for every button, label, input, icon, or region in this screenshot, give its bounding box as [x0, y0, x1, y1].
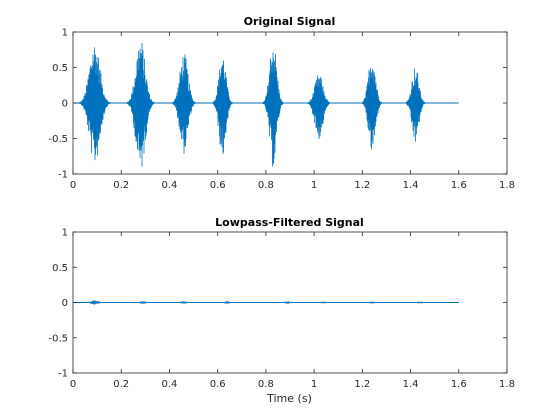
- y-axis: -1 -0.5 0 0.5 1: [48, 28, 507, 181]
- x-tick-label: 1.8: [499, 180, 515, 191]
- y-tick-label: 0: [62, 298, 68, 309]
- y-tick-label: 0.5: [52, 263, 68, 274]
- x-tick-label: 0.2: [113, 379, 129, 390]
- x-tick-label: 1: [311, 379, 317, 390]
- series-waveform: [73, 43, 459, 167]
- y-tick-label: 0.5: [52, 63, 68, 74]
- x-tick-label: 1.4: [403, 379, 419, 390]
- x-axis: 0 0.2 0.4 0.6 0.8 1 1.2 1.4 1.6 1.8: [70, 32, 515, 191]
- x-tick-label: 0.6: [210, 379, 226, 390]
- chart-title: Original Signal: [244, 15, 336, 28]
- y-tick-label: -0.5: [48, 134, 68, 145]
- y-tick-label: 1: [62, 228, 68, 239]
- x-tick-label: 0.6: [210, 180, 226, 191]
- plot-area: [73, 43, 459, 167]
- y-tick-label: 1: [62, 28, 68, 39]
- x-tick-label: 0.4: [161, 379, 177, 390]
- y-tick-label: -1: [58, 170, 68, 181]
- x-tick-label: 1: [311, 180, 317, 191]
- x-tick-label: 1.6: [451, 379, 467, 390]
- x-tick-label: 0.2: [113, 180, 129, 191]
- x-axis-label: Time (s): [266, 392, 312, 405]
- y-tick-label: -1: [58, 369, 68, 380]
- x-tick-label: 0.8: [258, 379, 274, 390]
- x-tick-label: 1.8: [499, 379, 515, 390]
- original-signal-panel: Original Signal 0 0.2 0.4 0.6 0.8 1 1.2 1.4 1.6 1…: [48, 15, 514, 191]
- lowpass-filtered-signal-panel: Lowpass-Filtered Signal 0 0.2 0.4 0.6 0.8 1 1.…: [48, 216, 514, 405]
- x-tick-label: 0.8: [258, 180, 274, 191]
- y-axis: -1 -0.5 0 0.5 1: [48, 228, 507, 380]
- chart-title: Lowpass-Filtered Signal: [215, 216, 364, 229]
- y-tick-label: 0: [62, 99, 68, 110]
- plot-area: [73, 300, 459, 305]
- x-tick-label: 1.2: [354, 180, 370, 191]
- y-tick-label: -0.5: [48, 333, 68, 344]
- x-tick-label: 0: [70, 180, 76, 191]
- x-tick-label: 1.6: [451, 180, 467, 191]
- x-tick-label: 0: [70, 379, 76, 390]
- x-tick-label: 1.2: [354, 379, 370, 390]
- x-axis: 0 0.2 0.4 0.6 0.8 1 1.2 1.4 1.6 1.8: [70, 232, 515, 390]
- x-tick-label: 1.4: [403, 180, 419, 191]
- x-tick-label: 0.4: [161, 180, 177, 191]
